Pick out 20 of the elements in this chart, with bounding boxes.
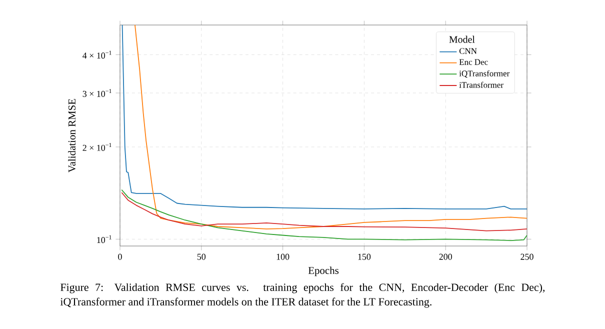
y-tick-label: 2 × 10$^{−1}$	[82, 143, 112, 151]
legend-label: CNN	[459, 48, 477, 54]
x-tick-label: 100	[276, 254, 290, 260]
caption: Figure 7: Validation RMSE curves vs. training epochs for the CNN, Encoder-Decoder (Enc Dec), iQTransformer and iTransformer models on the ITER dataset for the LT Forecasting.	[60, 283, 545, 308]
x-axis-title: Epochs	[308, 266, 339, 276]
legend-label: Enc Dec	[459, 59, 488, 65]
legend-label: iQTransformer	[459, 70, 510, 78]
x-tick-label: 250	[520, 254, 534, 260]
x-tick-label: 200	[439, 254, 452, 260]
x-tick-label: 150	[358, 254, 371, 260]
x-tick-label: 0	[118, 254, 122, 260]
x-tick-label: 50	[197, 254, 206, 260]
legend-label: iTransformer	[459, 82, 504, 88]
y-axis-title: Validation RMSE	[68, 98, 76, 172]
y-tick-label: 4 × 10$^{−1}$	[82, 50, 112, 59]
line-series	[121, 192, 528, 232]
y-tick-label: 3 × 10$^{−1}$	[82, 89, 112, 97]
legend-title: Model	[449, 36, 475, 43]
line-series	[121, 189, 528, 241]
y-tick-label: 10$^{−1}$	[97, 235, 112, 244]
